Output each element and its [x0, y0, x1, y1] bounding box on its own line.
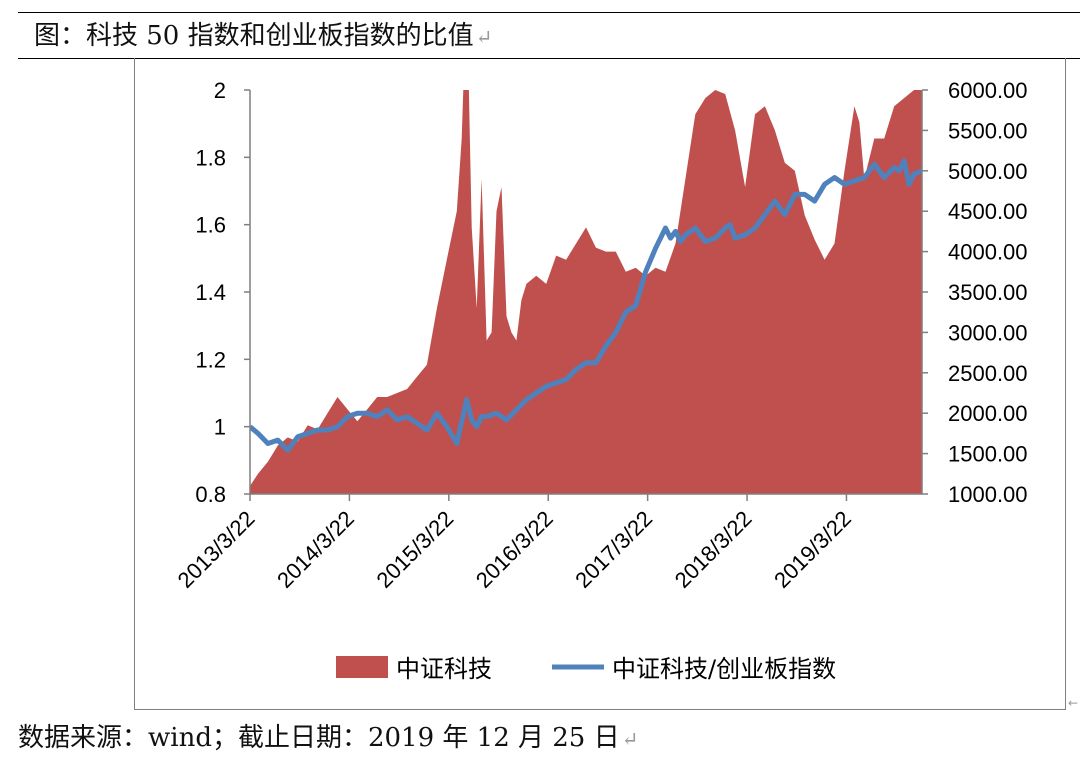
left-tick-label: 1.2 [195, 347, 226, 372]
series-line-keji-cyb-ratio [250, 158, 922, 453]
right-tick-label: 4000.00 [948, 240, 1028, 265]
right-tick-label: 1000.00 [948, 482, 1028, 507]
series-area-zhongzheng-keji [250, 90, 922, 494]
area-series-group [250, 90, 922, 494]
x-tick-label: 2019/3/22 [769, 506, 856, 593]
right-tick-label: 5000.00 [948, 159, 1028, 184]
right-tick-label: 4500.00 [948, 199, 1028, 224]
x-tick-label: 2018/3/22 [670, 506, 757, 593]
top-rule [18, 12, 1080, 13]
x-tick-label: 2013/3/22 [173, 506, 260, 593]
right-tick-label: 3000.00 [948, 320, 1028, 345]
right-tick-label: 5500.00 [948, 118, 1028, 143]
left-tick-label: 2 [214, 78, 226, 103]
left-tick-label: 1.8 [195, 145, 226, 170]
legend-label-line: 中证科技/创业板指数 [612, 655, 836, 683]
line-series-group [250, 158, 922, 453]
figure-title: 图：科技 50 指数和创业板指数的比值 [34, 21, 474, 51]
frame-anchor-mark: ← [1068, 696, 1079, 710]
chart-frame [134, 58, 1066, 710]
source-note: 数据来源：wind；截止日期：2019 年 12 月 25 日 [18, 723, 620, 753]
right-tick-label: 1500.00 [948, 442, 1028, 467]
paragraph-mark: ↵ [475, 25, 493, 49]
right-tick-label: 6000.00 [948, 78, 1028, 103]
right-tick-label: 2000.00 [948, 401, 1028, 426]
left-tick-label: 1.6 [195, 213, 226, 238]
left-tick-label: 1.4 [195, 280, 226, 305]
x-tick-label: 2015/3/22 [371, 506, 458, 593]
source-note-row: 数据来源：wind；截止日期：2019 年 12 月 25 日 ↵ [18, 714, 638, 762]
x-tick-label: 2014/3/22 [272, 506, 359, 593]
legend-swatch-area [336, 656, 388, 678]
paragraph-mark: ↵ [621, 727, 639, 751]
left-tick-label: 1 [214, 415, 226, 440]
left-tick-label: 0.8 [195, 482, 226, 507]
figure-title-row: 图：科技 50 指数和创业板指数的比值 ↵ [18, 14, 1080, 59]
legend-label-area: 中证科技 [396, 655, 492, 683]
x-tick-label: 2017/3/22 [570, 506, 657, 593]
right-tick-label: 2500.00 [948, 361, 1028, 386]
x-tick-label: 2016/3/22 [471, 506, 558, 593]
legend: 中证科技 中证科技/创业板指数 [336, 655, 836, 683]
right-tick-label: 3500.00 [948, 280, 1028, 305]
